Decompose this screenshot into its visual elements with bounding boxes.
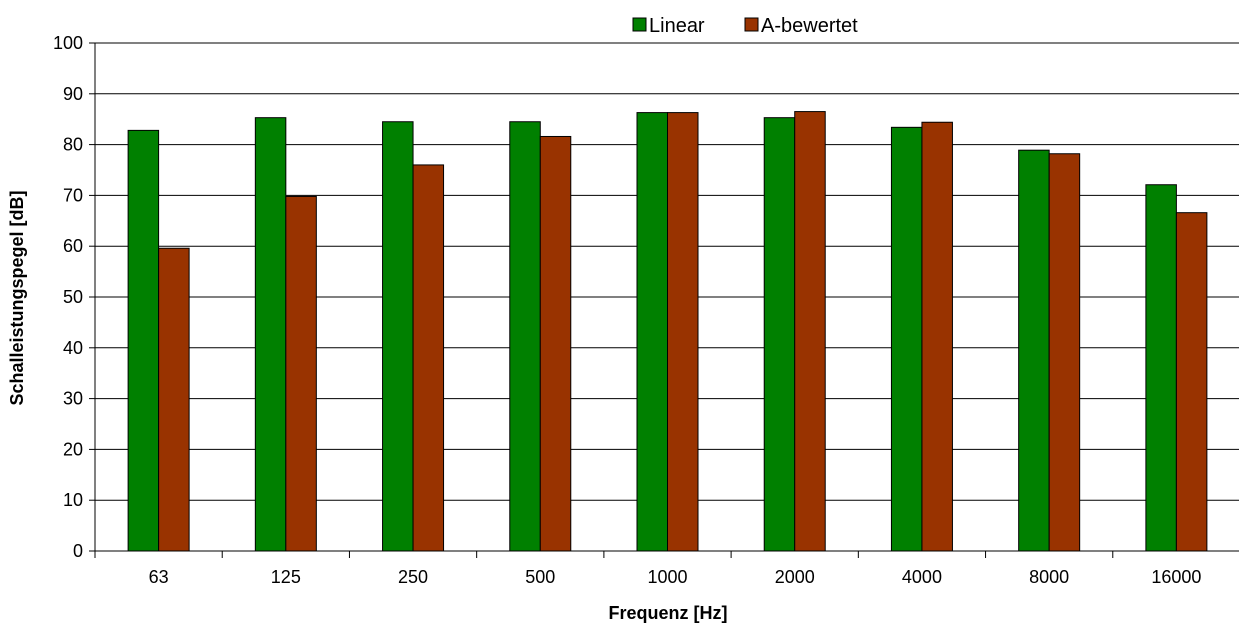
- bar-linear-500: [509, 121, 541, 552]
- y-tick-label: 0: [73, 541, 83, 561]
- x-tick-label: 500: [525, 567, 555, 587]
- x-tick-label: 1000: [647, 567, 687, 587]
- bar-linear-63: [127, 129, 160, 552]
- x-tick-label: 4000: [902, 567, 942, 587]
- x-axis-title: Frequenz [Hz]: [609, 603, 728, 623]
- legend-swatch-linear: [632, 17, 647, 32]
- bar-linear-4000: [890, 126, 923, 552]
- x-tick-label: 8000: [1029, 567, 1069, 587]
- y-tick-label: 20: [63, 439, 83, 459]
- bar-linear-125: [254, 117, 287, 552]
- bar-a-bewertet-63: [158, 247, 190, 552]
- y-tick-label: 80: [63, 135, 83, 155]
- y-tick-labels: 0 10 20 30 40 50 60 70 80 90 100: [53, 33, 83, 561]
- legend-label-a-bewertet: A-bewertet: [761, 15, 858, 37]
- bar-a-bewertet-4000: [921, 121, 953, 552]
- legend: Linear A-bewertet: [632, 15, 858, 37]
- y-tick-label: 30: [63, 389, 83, 409]
- legend-label-linear: Linear: [649, 15, 705, 37]
- x-tick-label: 63: [149, 567, 169, 587]
- x-tick-label: 16000: [1151, 567, 1201, 587]
- bar-a-bewertet-1000: [667, 112, 699, 552]
- legend-swatch-a-bewertet: [744, 17, 759, 32]
- bar-a-bewertet-500: [539, 135, 572, 552]
- bar-linear-2000: [763, 117, 796, 552]
- y-tick-label: 40: [63, 338, 83, 358]
- bars: [127, 111, 1208, 552]
- y-axis-title: Schalleistungspegel [dB]: [7, 190, 27, 405]
- x-tick-label: 125: [271, 567, 301, 587]
- bar-a-bewertet-8000: [1048, 153, 1081, 552]
- y-tick-label: 10: [63, 490, 83, 510]
- x-tick-label: 2000: [775, 567, 815, 587]
- bar-linear-250: [382, 121, 414, 552]
- y-tick-label: 90: [63, 84, 83, 104]
- y-tick-label: 70: [63, 185, 83, 205]
- bar-linear-8000: [1018, 149, 1050, 552]
- bar-linear-1000: [636, 112, 668, 552]
- y-tick-label: 50: [63, 287, 83, 307]
- bar-a-bewertet-16000: [1175, 212, 1208, 552]
- x-tick-label: 250: [398, 567, 428, 587]
- bar-linear-16000: [1145, 184, 1177, 552]
- axes: [89, 42, 1239, 558]
- y-tick-label: 100: [53, 33, 83, 53]
- bar-a-bewertet-125: [285, 195, 317, 552]
- bar-a-bewertet-250: [412, 164, 445, 552]
- y-tick-label: 60: [63, 236, 83, 256]
- bar-a-bewertet-2000: [794, 111, 826, 552]
- x-tick-labels: 63 125 250 500 1000 2000 4000 8000 16000: [149, 567, 1202, 587]
